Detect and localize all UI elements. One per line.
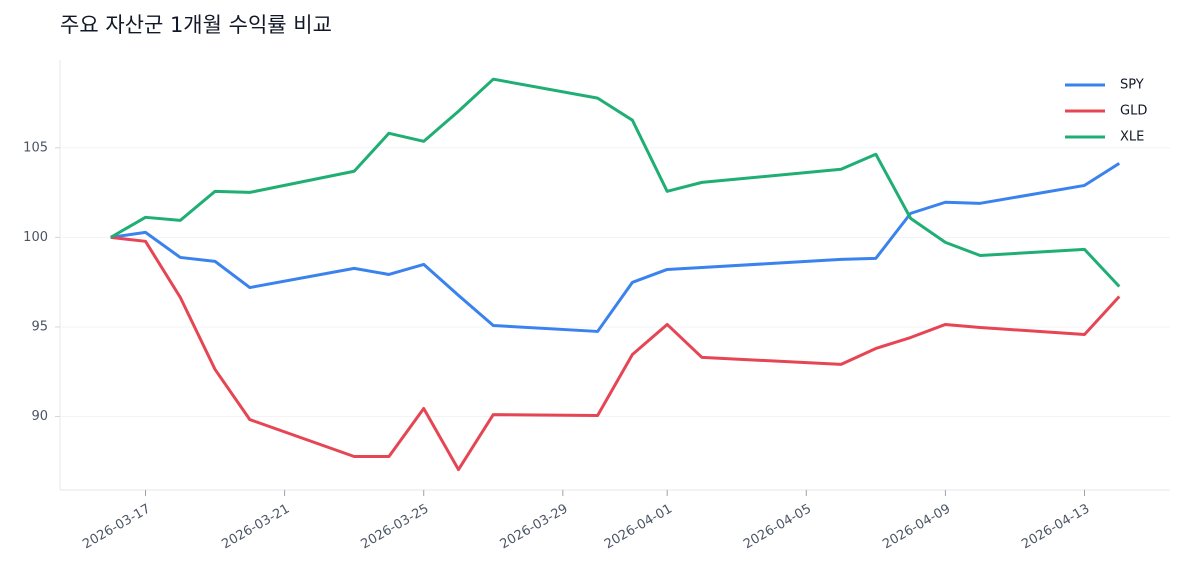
y-tick-label: 105 <box>23 140 48 155</box>
x-tick-label: 2026-04-01 <box>602 502 675 553</box>
x-tick-label: 2026-04-09 <box>880 502 953 553</box>
x-tick-label: 2026-03-21 <box>219 502 292 553</box>
chart-title: 주요 자산군 1개월 수익률 비교 <box>60 13 332 37</box>
x-tick-label: 2026-03-29 <box>498 502 571 553</box>
legend-label: XLE <box>1120 130 1144 145</box>
legend-label: SPY <box>1120 78 1144 93</box>
data-line <box>109 77 1121 288</box>
data-line <box>110 162 1121 333</box>
y-tick-label: 100 <box>23 230 48 245</box>
y-tick-label: 95 <box>31 319 48 334</box>
x-tick-label: 2026-03-25 <box>359 502 432 553</box>
x-tick-label: 2026-04-13 <box>1019 502 1092 553</box>
x-tick-label: 2026-04-05 <box>741 502 814 553</box>
data-line <box>110 235 1121 472</box>
y-tick-label: 90 <box>31 409 48 424</box>
x-tick-label: 2026-03-17 <box>80 502 153 553</box>
legend-label: GLD <box>1120 104 1147 119</box>
